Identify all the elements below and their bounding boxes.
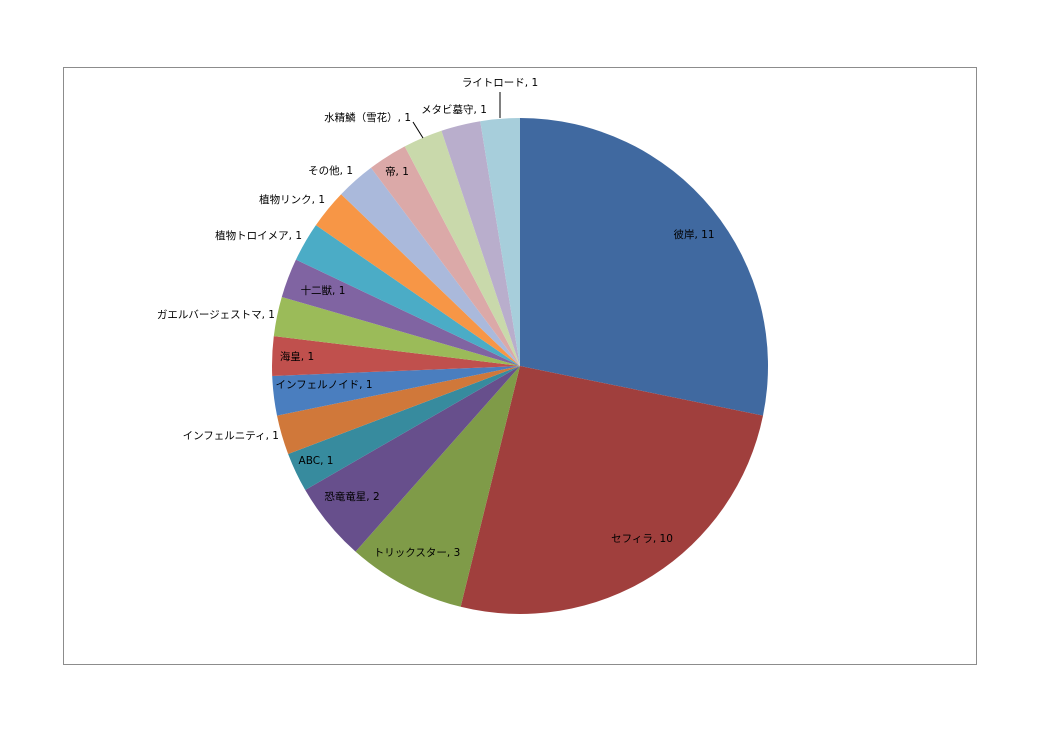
data-label: ライトロード, 1	[462, 77, 538, 89]
pie-slice	[341, 167, 520, 366]
data-label: メタビ墓守, 1	[421, 103, 487, 116]
data-label: 彼岸, 11	[673, 228, 714, 241]
data-label: 水精鱗（雪花）, 1	[324, 111, 411, 124]
data-label: 十二獣, 1	[301, 284, 346, 297]
pie-slice	[355, 366, 520, 607]
pie-slice	[277, 366, 520, 454]
data-label: セフィラ, 10	[611, 533, 673, 545]
pie-slice	[404, 130, 520, 366]
pie-slice	[520, 118, 769, 416]
pie-slice	[295, 225, 520, 366]
pie-slice	[371, 146, 520, 366]
leader-line	[412, 121, 424, 139]
pie-slice	[272, 336, 520, 376]
pie-slice	[441, 121, 520, 366]
pie-slice	[273, 297, 520, 366]
data-label: ABC, 1	[299, 455, 334, 467]
pie-slice	[288, 366, 520, 490]
pie-slice	[281, 259, 520, 366]
data-label: ガエルバージェストマ, 1	[157, 309, 275, 321]
data-label: インフェルノイド, 1	[275, 379, 372, 391]
data-label: 海皇, 1	[280, 350, 314, 363]
pie-slice	[305, 366, 520, 552]
pie-slice	[460, 366, 763, 614]
pie-slice	[272, 366, 520, 416]
data-label: 帝, 1	[385, 165, 409, 178]
data-label: 植物リンク, 1	[259, 193, 325, 206]
data-label: その他, 1	[308, 164, 353, 177]
pie-slice	[480, 118, 520, 366]
data-label: トリックスター, 3	[374, 547, 461, 559]
data-label: 植物トロイメア, 1	[215, 229, 302, 242]
data-label: インフェルニティ, 1	[183, 430, 279, 442]
pie-slice	[315, 194, 520, 366]
data-label: 恐竜竜星, 2	[324, 490, 379, 503]
